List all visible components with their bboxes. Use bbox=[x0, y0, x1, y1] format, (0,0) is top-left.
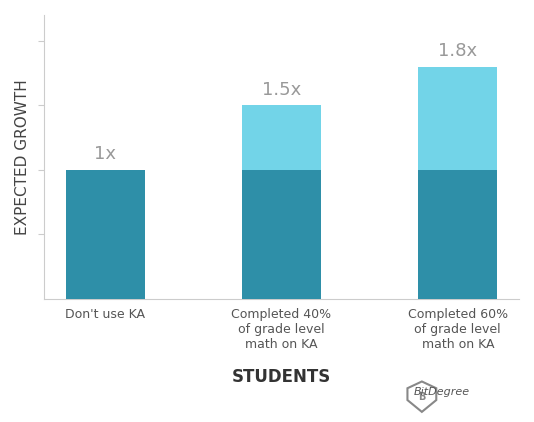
Bar bbox=[242, 170, 321, 298]
Bar bbox=[418, 67, 497, 170]
Text: B: B bbox=[418, 392, 426, 402]
Y-axis label: EXPECTED GROWTH: EXPECTED GROWTH bbox=[15, 79, 30, 235]
Bar bbox=[242, 105, 321, 170]
Text: 1.5x: 1.5x bbox=[262, 81, 301, 99]
Bar bbox=[66, 170, 145, 298]
Text: BitDegree: BitDegree bbox=[414, 387, 470, 397]
Bar bbox=[418, 170, 497, 298]
Text: 1.8x: 1.8x bbox=[438, 42, 477, 60]
Text: 1x: 1x bbox=[95, 145, 116, 163]
X-axis label: STUDENTS: STUDENTS bbox=[232, 368, 331, 386]
